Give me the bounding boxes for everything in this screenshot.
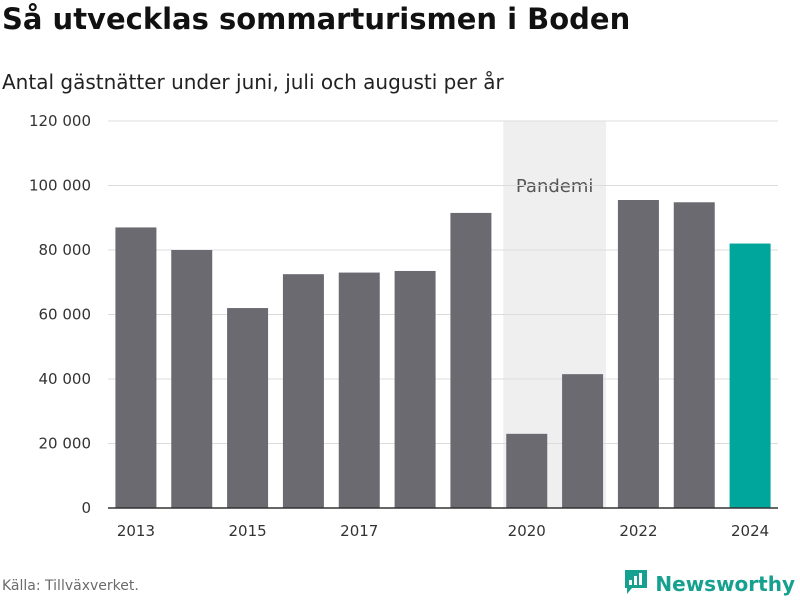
chart-title: Så utvecklas sommarturismen i Boden <box>2 2 631 36</box>
newsworthy-logo-icon <box>623 568 649 600</box>
bars <box>115 200 771 509</box>
bar <box>227 308 269 508</box>
bar-highlighted <box>729 243 771 509</box>
chart-subtitle: Antal gästnätter under juni, juli och au… <box>2 70 504 94</box>
y-tick-label: 80 000 <box>39 241 92 259</box>
gridlines <box>108 120 778 444</box>
y-tick-label: 0 <box>81 499 91 517</box>
x-tick-label: 2015 <box>228 522 266 540</box>
bar <box>673 202 715 508</box>
bar-chart: Pandemi 0 20 000 40 000 60 000 80 000 100 000… <box>29 112 778 540</box>
brand-name: Newsworthy <box>655 572 795 596</box>
source-note: Källa: Tillväxverket. <box>2 578 139 594</box>
bar <box>338 272 380 508</box>
x-tick-label: 2024 <box>731 522 769 540</box>
y-tick-label: 20 000 <box>39 435 92 453</box>
axes: 0 20 000 40 000 60 000 80 000 100 000 120 000 2… <box>29 112 778 540</box>
annotation-label: Pandemi <box>516 176 594 197</box>
bar <box>282 274 324 508</box>
x-tick-label: 2022 <box>619 522 657 540</box>
x-tick-label: 2013 <box>117 522 155 540</box>
y-tick-label: 40 000 <box>39 370 92 388</box>
bar <box>506 433 548 508</box>
bar <box>562 374 604 508</box>
y-tick-label: 60 000 <box>39 306 92 324</box>
bar <box>450 212 492 508</box>
x-tick-label: 2017 <box>340 522 378 540</box>
bar <box>171 250 213 508</box>
bar <box>394 270 436 508</box>
y-tick-label: 120 000 <box>29 112 91 130</box>
x-tick-label: 2020 <box>508 522 546 540</box>
bar <box>115 227 157 509</box>
bar <box>617 200 659 508</box>
y-tick-label: 100 000 <box>29 177 91 195</box>
brand-logo: Newsworthy <box>623 568 795 600</box>
